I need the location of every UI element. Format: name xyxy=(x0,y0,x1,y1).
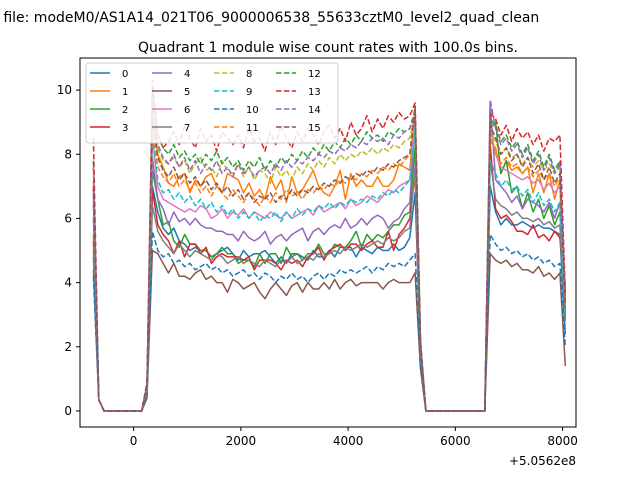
x-tick-label: 6000 xyxy=(440,434,471,448)
plot-frame xyxy=(79,57,577,428)
y-tick-label: 2 xyxy=(64,340,72,354)
series-line-15 xyxy=(92,105,567,412)
legend-frame xyxy=(85,62,339,144)
series-line-8 xyxy=(92,102,567,412)
legend-label-3: 3 xyxy=(122,123,128,134)
y-tick-label: 0 xyxy=(64,404,72,418)
legend-label-0: 0 xyxy=(122,69,128,80)
x-tick-label: 4000 xyxy=(333,434,364,448)
y-tick-label: 6 xyxy=(64,211,72,225)
x-axis-ticks: 0 2000 4000 6000 8000 xyxy=(130,427,578,448)
legend-label-4: 4 xyxy=(184,69,190,80)
x-tick-label: 8000 xyxy=(547,434,578,448)
legend-label-13: 13 xyxy=(308,87,321,98)
legend-label-11: 11 xyxy=(246,123,259,134)
x-tick-label: 2000 xyxy=(226,434,257,448)
x-tick-label: 0 xyxy=(130,434,138,448)
legend-label-1: 1 xyxy=(122,87,128,98)
y-tick-label: 4 xyxy=(64,276,72,290)
legend-label-10: 10 xyxy=(246,105,259,116)
x-offset-label: +5.0562e8 xyxy=(509,454,576,468)
chart-suptitle: n file: modeM0/AS1A14_021T06_9000006538_… xyxy=(0,10,539,26)
y-tick-label: 8 xyxy=(64,147,72,161)
legend-label-6: 6 xyxy=(184,105,190,116)
legend-label-12: 12 xyxy=(308,69,321,80)
legend-label-9: 9 xyxy=(246,87,252,98)
legend-label-15: 15 xyxy=(308,123,321,134)
legend-label-14: 14 xyxy=(308,105,321,116)
legend-label-5: 5 xyxy=(184,87,190,98)
y-axis-ticks: 0 2 4 6 8 10 xyxy=(57,83,80,418)
y-tick-label: 10 xyxy=(57,83,72,97)
series-line-11 xyxy=(92,108,567,412)
legend-label-8: 8 xyxy=(246,69,252,80)
legend-label-2: 2 xyxy=(122,105,128,116)
series-line-10 xyxy=(92,230,567,412)
chart-title: Quadrant 1 module wise count rates with … xyxy=(138,40,518,56)
legend-label-7: 7 xyxy=(184,123,190,134)
